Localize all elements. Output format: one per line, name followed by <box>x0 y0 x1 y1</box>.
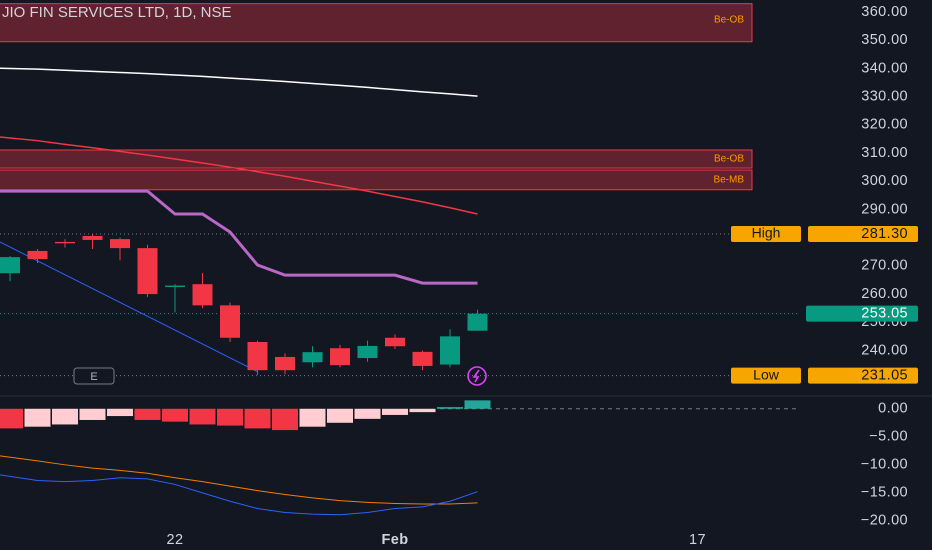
y-tick-label: 340.00 <box>861 60 908 76</box>
y-tick-label: 320.00 <box>861 117 908 133</box>
last-price-tag <box>806 305 918 322</box>
momentum-bar <box>272 408 298 431</box>
momentum-bar <box>327 408 353 423</box>
ma-line <box>0 189 478 285</box>
y-tick-label: 0.00 <box>878 401 908 417</box>
momentum-bar <box>134 408 161 420</box>
y-tick-label: −20.00 <box>861 513 908 529</box>
momentum-bar <box>162 408 188 422</box>
zone-label: Be-MB <box>713 175 744 186</box>
zone <box>0 3 753 43</box>
momentum-bar <box>52 408 78 425</box>
candle-body <box>0 257 20 274</box>
price-level-label: Low <box>753 366 780 382</box>
candle-body <box>220 305 240 338</box>
price-level-value: 281.30 <box>861 226 908 242</box>
y-tick-label: 260.00 <box>861 286 908 302</box>
y-tick-label: 350.00 <box>861 32 908 48</box>
momentum-bar <box>217 408 243 426</box>
y-tick-label: 270.00 <box>861 258 908 274</box>
y-tick-label: 360.00 <box>861 4 908 20</box>
candle-body <box>275 356 295 371</box>
candle-body <box>27 250 48 260</box>
x-tick-label: 17 <box>689 532 706 548</box>
y-tick-label: 240.00 <box>861 342 908 358</box>
candle-body <box>137 248 158 295</box>
price-level-tag <box>731 226 801 243</box>
momentum-bar <box>464 400 491 409</box>
momentum-bar <box>354 408 381 419</box>
candle-body <box>302 352 323 363</box>
candle-body <box>440 336 460 365</box>
momentum-bar <box>24 408 51 427</box>
y-tick-label: 290.00 <box>861 201 908 217</box>
ma-line <box>0 136 478 215</box>
momentum-bar <box>437 407 463 409</box>
zone-label: Be-OB <box>714 14 744 25</box>
price-level-tag <box>731 367 801 384</box>
candle-body <box>55 241 75 244</box>
candle-body <box>357 345 378 359</box>
candle-body <box>247 341 268 371</box>
x-tick-label: Feb <box>382 532 409 548</box>
price-level-label: High <box>752 225 781 241</box>
y-tick-label: 330.00 <box>861 89 908 105</box>
earnings-badge <box>73 367 115 385</box>
momentum-bar <box>79 408 106 420</box>
price-level-value-tag <box>808 367 918 384</box>
indicator-line <box>0 474 478 516</box>
y-tick-label: 300.00 <box>861 173 908 189</box>
y-tick-label: −15.00 <box>861 485 908 501</box>
candle-body <box>467 313 488 331</box>
y-tick-label: 310.00 <box>861 145 908 161</box>
momentum-bar <box>244 408 271 429</box>
earnings-label: E <box>90 371 97 383</box>
momentum-bar <box>409 408 436 413</box>
candle-body <box>110 239 130 249</box>
candle-body <box>165 285 185 288</box>
momentum-bar <box>107 408 133 417</box>
candle-body <box>192 284 213 306</box>
momentum-bar <box>189 408 216 425</box>
chart-title: JIO FIN SERVICES LTD, 1D, NSE <box>2 4 232 21</box>
zone <box>0 169 753 191</box>
y-tick-label: −5.00 <box>869 429 908 445</box>
zone-label: Be-OB <box>714 154 744 165</box>
price-level-value: 231.05 <box>861 368 908 384</box>
candle-body <box>385 337 405 347</box>
last-price-label: 253.05 <box>861 305 908 321</box>
x-tick-label: 22 <box>167 532 184 548</box>
candle-body <box>412 351 433 366</box>
y-tick-label: −10.00 <box>861 457 908 473</box>
momentum-bar <box>0 408 23 429</box>
ma-line <box>0 67 478 97</box>
candle-body <box>330 348 350 366</box>
indicator-line <box>0 455 478 505</box>
trend-line <box>0 241 259 373</box>
momentum-bar <box>299 408 326 427</box>
momentum-bar <box>382 408 408 415</box>
zone <box>0 149 753 169</box>
alert-icon <box>467 366 487 386</box>
candle-body <box>82 235 103 240</box>
price-level-value-tag <box>808 226 918 243</box>
